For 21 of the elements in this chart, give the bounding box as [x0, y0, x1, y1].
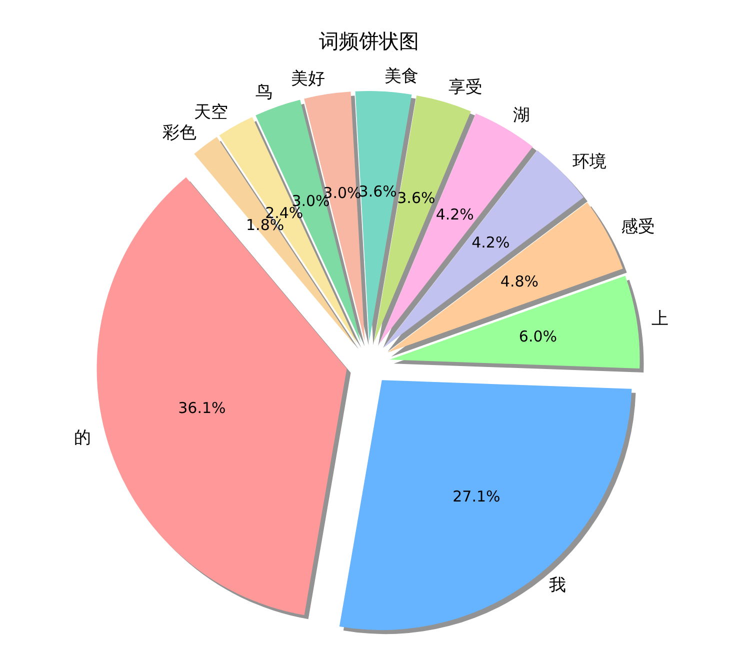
data-label: 27.1%	[452, 487, 500, 506]
data-label: 4.8%	[500, 272, 539, 291]
slice-label: 我	[548, 576, 566, 596]
slice-label: 湖	[512, 105, 530, 126]
data-label: 4.2%	[436, 206, 474, 224]
slice-label: 鸟	[255, 82, 272, 102]
data-label: 36.1%	[178, 398, 226, 417]
data-label: 3.6%	[397, 188, 436, 207]
slice-label: 上	[652, 309, 669, 330]
slice-label: 美好	[291, 69, 325, 90]
slice-label: 环境	[572, 152, 607, 172]
slice-label: 彩色	[162, 123, 196, 144]
chart-title: 词频饼状图	[318, 28, 420, 55]
data-label: 6.0%	[518, 328, 558, 346]
slice-label: 美食	[384, 66, 418, 86]
data-label: 4.2%	[472, 233, 510, 252]
slice-label: 的	[74, 428, 91, 448]
slice-label: 天空	[194, 102, 228, 122]
slice-label: 享受	[448, 77, 482, 98]
data-label: 3.6%	[358, 182, 397, 200]
slice-label: 感受	[620, 217, 655, 238]
